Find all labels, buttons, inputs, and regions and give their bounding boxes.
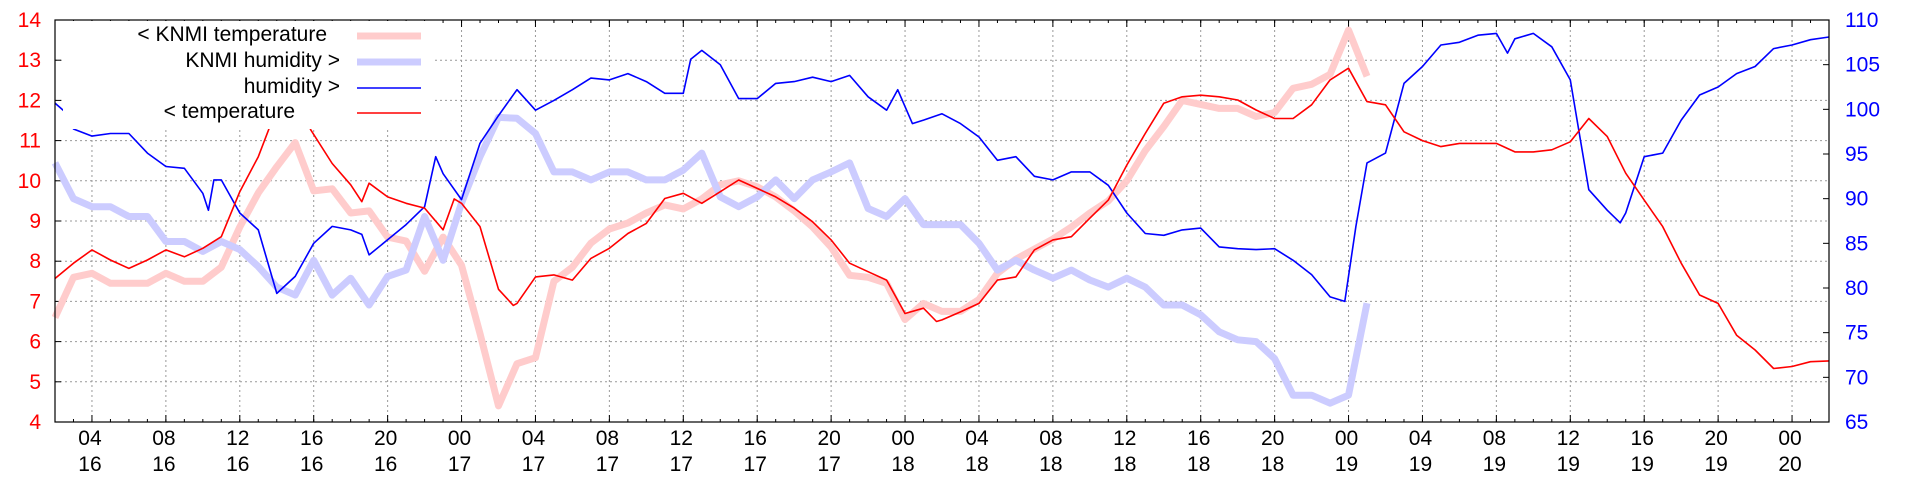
left-axis-tick-label: 4 — [29, 411, 41, 434]
plot-border — [54, 19, 1830, 423]
x-tick-label-hour: 20 — [374, 427, 397, 450]
left-axis-tick-label: 5 — [29, 371, 41, 394]
x-tick-label-hour: 00 — [1335, 427, 1358, 450]
legend-label: humidity > — [244, 75, 340, 98]
x-tick-label-day: 16 — [78, 453, 101, 476]
x-tick-label-day: 17 — [817, 453, 840, 476]
series-layer — [51, 26, 1830, 410]
x-tick-label-hour: 00 — [891, 427, 914, 450]
left-axis-tick-label: 8 — [29, 250, 41, 273]
x-tick-label-day: 18 — [965, 453, 988, 476]
x-tick-label-day: 17 — [744, 453, 767, 476]
x-tick-label-hour: 20 — [1261, 427, 1284, 450]
series-line-knmi-temperature — [51, 26, 1371, 410]
x-tick-label-day: 18 — [1261, 453, 1284, 476]
x-tick-label-hour: 04 — [78, 427, 102, 450]
left-axis-tick-label: 12 — [18, 89, 41, 112]
x-tick-label-hour: 04 — [965, 427, 989, 450]
x-tick-label-hour: 12 — [1557, 427, 1580, 450]
x-tick-label-day: 18 — [1039, 453, 1062, 476]
x-tick-label-hour: 16 — [300, 427, 323, 450]
x-tick-label-hour: 16 — [1631, 427, 1654, 450]
right-axis-tick-label: 85 — [1845, 232, 1868, 255]
x-tick-label-day: 19 — [1557, 453, 1580, 476]
right-axis-tick-label: 105 — [1845, 54, 1880, 77]
x-tick-label-hour: 12 — [670, 427, 693, 450]
right-axis-tick-label: 75 — [1845, 322, 1868, 345]
legend: < KNMI temperature KNMI humidity > humidit… — [63, 21, 435, 129]
x-tick-label-day: 18 — [1187, 453, 1210, 476]
x-tick-label-day: 18 — [1113, 453, 1136, 476]
left-axis-tick-label: 10 — [18, 170, 41, 193]
x-tick-label-hour: 08 — [152, 427, 175, 450]
x-tick-label-hour: 20 — [1704, 427, 1727, 450]
left-axis-tick-label: 11 — [19, 130, 41, 153]
legend-label: < temperature — [164, 100, 295, 123]
right-axis-tick-label: 65 — [1845, 411, 1868, 434]
x-tick-label-day: 16 — [300, 453, 323, 476]
x-tick-label-hour: 16 — [1187, 427, 1210, 450]
legend-label: KNMI humidity > — [185, 49, 340, 72]
left-axis-tick-label: 7 — [29, 290, 41, 313]
x-tick-label-day: 19 — [1409, 453, 1432, 476]
x-tick-label-day: 16 — [226, 453, 249, 476]
right-axis-tick-label: 80 — [1845, 277, 1868, 300]
left-axis-tick-label: 6 — [29, 331, 41, 354]
right-axis-labels: 65 70 75 80 85 90 95 100 105 110 — [1845, 9, 1880, 434]
x-tick-label-hour: 12 — [1113, 427, 1136, 450]
x-tick-label-hour: 04 — [1409, 427, 1433, 450]
x-tick-label-hour: 08 — [1039, 427, 1062, 450]
left-axis-tick-label: 9 — [29, 210, 41, 233]
left-axis-labels: 4 5 6 7 8 9 10 11 12 13 14 — [18, 9, 42, 434]
x-tick-label-day: 17 — [522, 453, 545, 476]
x-tick-label-hour: 04 — [522, 427, 546, 450]
series-line-knmi-humidity — [51, 113, 1371, 407]
x-tick-label-hour: 20 — [817, 427, 840, 450]
series-line-temperature — [54, 67, 1830, 370]
right-axis-tick-label: 70 — [1845, 366, 1868, 389]
x-tick-label-hour: 08 — [1483, 427, 1506, 450]
x-tick-label-hour: 00 — [1778, 427, 1801, 450]
x-tick-label-day: 16 — [152, 453, 175, 476]
right-axis-tick-label: 100 — [1845, 98, 1880, 121]
right-axis-tick-label: 110 — [1845, 9, 1878, 32]
x-tick-label-hour: 12 — [226, 427, 249, 450]
left-axis-tick-label: 13 — [18, 49, 41, 72]
x-tick-label-day: 19 — [1335, 453, 1358, 476]
left-axis-tick-label: 14 — [18, 9, 42, 32]
x-tick-label-day: 17 — [670, 453, 693, 476]
legend-label: < KNMI temperature — [137, 23, 327, 46]
x-tick-label-day: 18 — [891, 453, 914, 476]
right-axis-tick-label: 90 — [1845, 188, 1868, 211]
x-tick-label-day: 19 — [1483, 453, 1506, 476]
series-line-humidity — [54, 32, 1830, 303]
right-axis-tick-label: 95 — [1845, 143, 1868, 166]
x-tick-label-day: 19 — [1631, 453, 1654, 476]
x-tick-label-day: 17 — [596, 453, 619, 476]
x-tick-label-hour: 16 — [744, 427, 767, 450]
x-tick-label-day: 20 — [1778, 453, 1801, 476]
x-tick-label-hour: 08 — [596, 427, 619, 450]
x-axis-labels: 04 16 08 16 12 16 16 16 20 16 00 17 04 17 08 17 12 17 16 17… — [78, 427, 1801, 476]
x-tick-label-day: 19 — [1704, 453, 1727, 476]
x-tick-label-day: 17 — [448, 453, 471, 476]
x-tick-label-hour: 00 — [448, 427, 471, 450]
x-tick-label-day: 16 — [374, 453, 397, 476]
